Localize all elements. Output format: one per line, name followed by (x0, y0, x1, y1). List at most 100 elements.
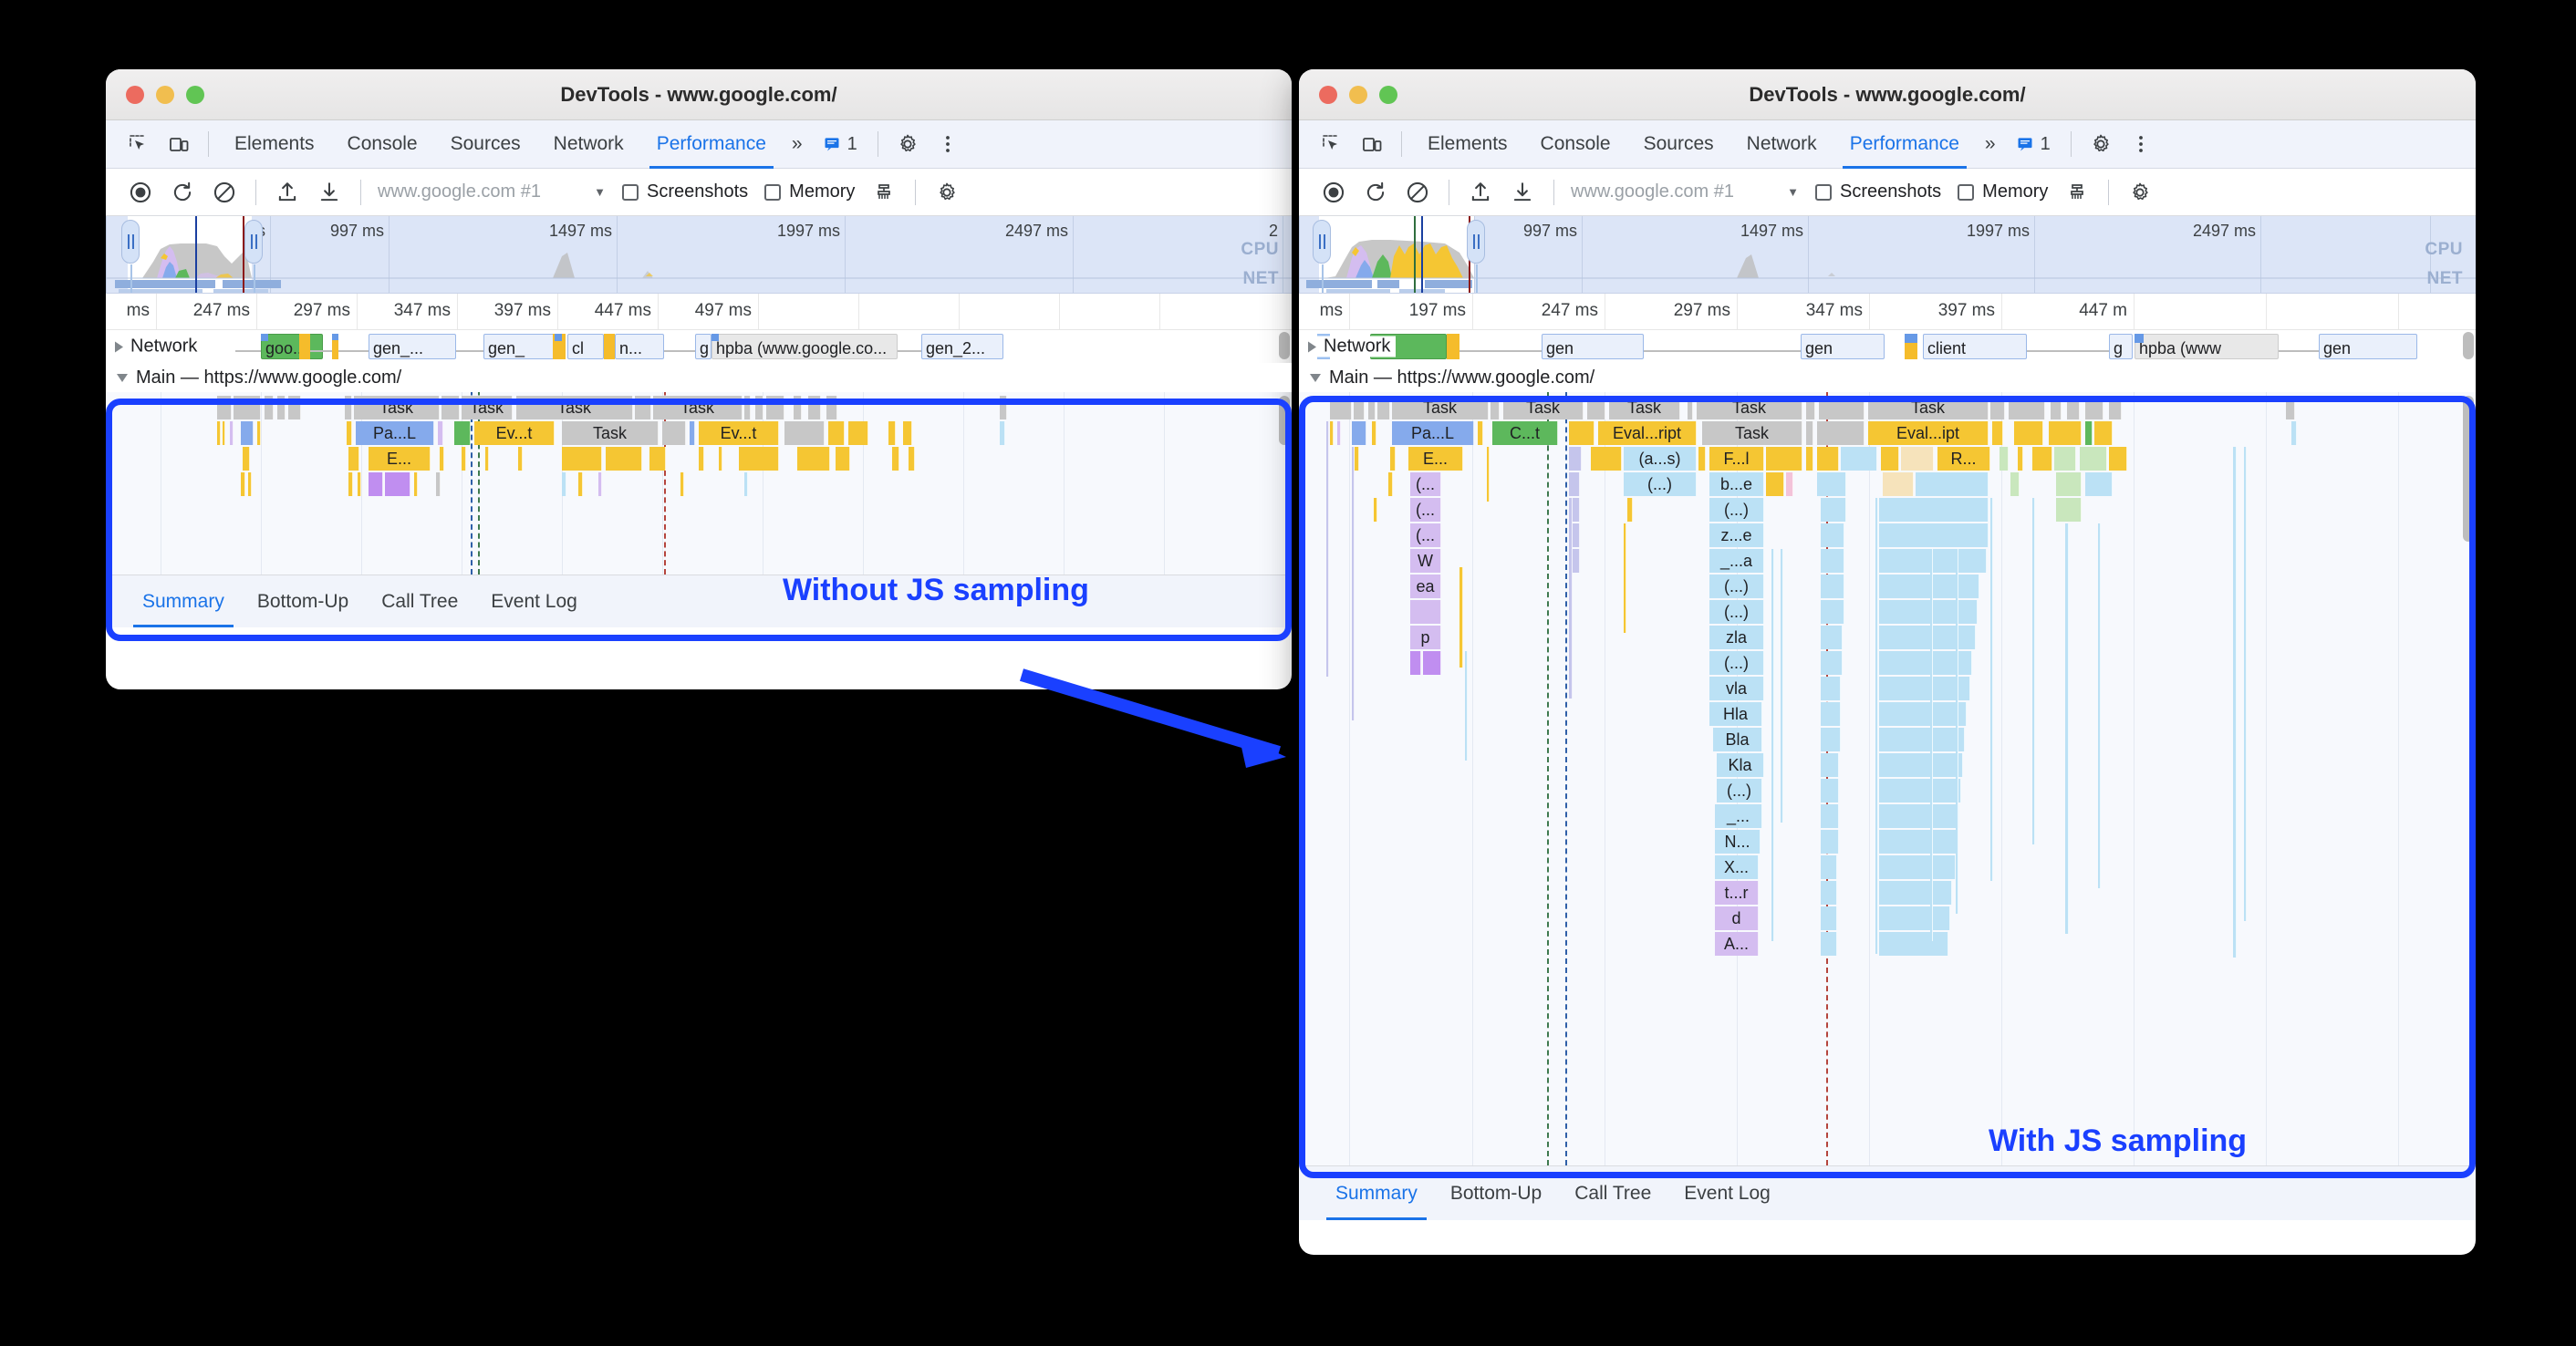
flame-bar[interactable]: C...t (1492, 421, 1558, 445)
flame-bar[interactable] (578, 472, 583, 496)
flame-bar[interactable] (1000, 421, 1005, 445)
flame-bar[interactable] (1879, 677, 1970, 700)
flame-bar[interactable]: (...) (1717, 779, 1762, 802)
flame-bar[interactable] (635, 396, 651, 419)
flame-bar[interactable] (1817, 472, 1846, 496)
flame-bar[interactable] (744, 396, 751, 419)
flame-bar[interactable] (248, 472, 252, 496)
flame-bar[interactable] (1627, 498, 1633, 522)
maximize-button[interactable] (1379, 85, 1397, 104)
flame-bar[interactable] (2000, 447, 2009, 471)
network-track-right[interactable]: Network gen gen client g hpba (www gen (1299, 330, 2476, 363)
flame-bar[interactable] (234, 396, 261, 419)
flame-bar[interactable] (1766, 472, 1784, 496)
list-item[interactable]: client (1923, 334, 2027, 359)
issues-indicator[interactable]: 1 (812, 134, 868, 155)
flame-bar[interactable] (1821, 600, 1844, 624)
tab-event-log[interactable]: Event Log (491, 590, 577, 612)
memory-checkbox[interactable]: Memory (764, 181, 855, 202)
close-button[interactable] (126, 85, 144, 104)
flame-bar[interactable] (385, 472, 410, 496)
flame-bar[interactable] (1879, 779, 1961, 802)
flame-bar[interactable] (2291, 421, 2297, 445)
flame-bar[interactable] (223, 421, 225, 445)
flame-bar[interactable] (265, 396, 274, 419)
upload-profile-icon[interactable] (1460, 174, 1501, 211)
tab-summary[interactable]: Summary (126, 575, 241, 627)
clear-icon[interactable] (204, 174, 244, 211)
tab-bottom-up[interactable]: Bottom-Up (1449, 1182, 1542, 1204)
flame-bar[interactable]: Eval...ript (1598, 421, 1697, 445)
maximize-button[interactable] (186, 85, 204, 104)
flame-bar[interactable]: Ev...t (699, 421, 779, 445)
flame-bar[interactable] (1821, 779, 1839, 802)
flame-bar[interactable] (2080, 447, 2107, 471)
flame-bar[interactable] (2010, 472, 2020, 496)
flame-bar[interactable]: ea (1410, 575, 1441, 598)
flame-bar[interactable]: z...e (1709, 523, 1764, 547)
tab-sources[interactable]: Sources (1643, 133, 1714, 154)
flame-bar[interactable] (1766, 447, 1802, 471)
inspect-element-icon[interactable] (1312, 126, 1352, 162)
flame-bar[interactable] (1821, 677, 1841, 700)
flame-bar[interactable]: (...) (1709, 498, 1764, 522)
inspect-element-icon[interactable] (119, 126, 159, 162)
flame-bar[interactable] (1879, 855, 1956, 879)
flame-bar[interactable] (1377, 396, 1390, 419)
scrollbar[interactable] (2463, 396, 2474, 542)
flame-bar[interactable]: d (1715, 906, 1759, 930)
flame-bar[interactable]: vla (1709, 677, 1764, 700)
list-item[interactable]: gen_ (483, 334, 556, 359)
flame-bar[interactable]: Hla (1709, 702, 1762, 726)
flame-bar[interactable] (1698, 447, 1706, 471)
flame-bar[interactable] (598, 472, 602, 496)
flame-bar[interactable] (1879, 523, 1989, 547)
flame-bar[interactable] (2056, 472, 2082, 496)
flame-bar[interactable] (699, 447, 704, 471)
flame-bar[interactable] (243, 447, 250, 471)
flame-bar[interactable] (347, 421, 352, 445)
gear-icon[interactable] (888, 126, 928, 162)
flame-bar[interactable]: F...l (1709, 447, 1764, 471)
flame-bar[interactable]: p (1410, 626, 1441, 649)
flame-bar[interactable] (1410, 600, 1441, 624)
flame-bar[interactable] (662, 421, 686, 445)
main-flame-chart-left[interactable]: Main — https://www.google.com/ Task Task… (106, 363, 1292, 575)
gear-icon[interactable] (927, 174, 967, 211)
flame-bar[interactable]: (... (1410, 472, 1441, 496)
flame-bar[interactable] (2094, 421, 2113, 445)
tab-performance[interactable]: Performance (640, 120, 783, 169)
flame-bar[interactable] (1990, 396, 2005, 419)
main-flame-chart-right[interactable]: Main — https://www.google.com/ Task Task… (1299, 363, 2476, 1165)
reload-record-icon[interactable] (162, 174, 203, 211)
tab-performance[interactable]: Performance (1833, 120, 1976, 169)
flame-bar[interactable] (1491, 396, 1500, 419)
flame-bar[interactable] (1821, 626, 1843, 649)
flame-bar[interactable]: zla (1709, 626, 1764, 649)
flame-bar[interactable] (1368, 396, 1376, 419)
flame-bar[interactable] (1821, 651, 1843, 675)
overview-strip-left[interactable]: 497 ms 997 ms 1497 ms 1997 ms 2497 ms 2 (106, 216, 1292, 294)
clear-icon[interactable] (1397, 174, 1438, 211)
flame-bar[interactable] (739, 447, 779, 471)
flame-bar[interactable] (1879, 804, 1959, 828)
flame-bar[interactable]: (... (1410, 523, 1441, 547)
flame-bar[interactable] (2009, 396, 2045, 419)
collect-garbage-icon[interactable] (2057, 174, 2097, 211)
overview-left-handle[interactable] (1313, 220, 1331, 293)
flame-bar[interactable] (1337, 421, 1341, 445)
flame-bar[interactable] (1569, 447, 1582, 471)
flame-bar[interactable] (1569, 421, 1594, 445)
flame-bar[interactable]: E... (369, 447, 431, 471)
flame-bar[interactable] (369, 472, 383, 496)
flame-bar[interactable]: Task (562, 421, 659, 445)
tab-summary[interactable]: Summary (1319, 1166, 1434, 1220)
collapse-triangle-icon[interactable] (1310, 373, 1321, 382)
flame-bar[interactable] (1390, 447, 1396, 471)
collapse-triangle-icon[interactable] (117, 373, 128, 382)
checkbox-box[interactable] (1815, 183, 1832, 201)
flame-bar[interactable]: Task (1392, 396, 1489, 419)
more-options-icon[interactable] (928, 126, 968, 162)
flame-bar[interactable] (462, 447, 466, 471)
flame-bar[interactable] (2067, 396, 2080, 419)
